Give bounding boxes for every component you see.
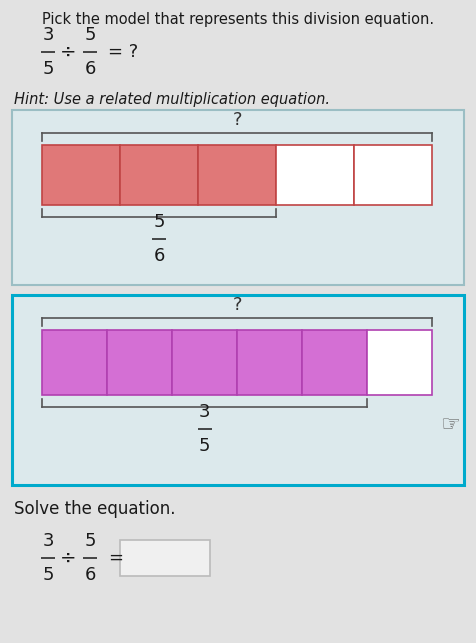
Text: = ?: = ? — [108, 43, 138, 61]
Bar — [367, 330, 432, 395]
Bar — [354, 145, 432, 205]
Text: ☞: ☞ — [440, 415, 460, 435]
Text: 5: 5 — [42, 60, 54, 78]
Text: 5: 5 — [153, 213, 165, 231]
Text: 5: 5 — [84, 532, 96, 550]
Text: 5: 5 — [84, 26, 96, 44]
Bar — [302, 330, 367, 395]
Text: ?: ? — [232, 296, 242, 314]
Text: 6: 6 — [153, 247, 165, 265]
Text: ÷: ÷ — [60, 42, 76, 62]
Text: Hint: Use a related multiplication equation.: Hint: Use a related multiplication equat… — [14, 92, 330, 107]
Bar — [172, 330, 237, 395]
Bar — [120, 540, 210, 576]
Text: 3: 3 — [42, 532, 54, 550]
Text: 3: 3 — [199, 403, 210, 421]
Text: 6: 6 — [84, 60, 96, 78]
Bar — [42, 145, 120, 205]
Bar — [12, 295, 464, 485]
Text: 6: 6 — [84, 566, 96, 584]
Bar — [120, 145, 198, 205]
Text: 5: 5 — [199, 437, 210, 455]
Text: 5: 5 — [42, 566, 54, 584]
Bar — [237, 330, 302, 395]
Bar — [42, 330, 107, 395]
Text: =: = — [108, 549, 123, 567]
Bar — [276, 145, 354, 205]
Bar — [12, 110, 464, 285]
Text: Pick the model that represents this division equation.: Pick the model that represents this divi… — [42, 12, 434, 27]
Text: ?: ? — [232, 111, 242, 129]
Text: 3: 3 — [42, 26, 54, 44]
Text: ÷: ÷ — [60, 548, 76, 568]
Bar — [198, 145, 276, 205]
Bar — [107, 330, 172, 395]
Text: Solve the equation.: Solve the equation. — [14, 500, 176, 518]
